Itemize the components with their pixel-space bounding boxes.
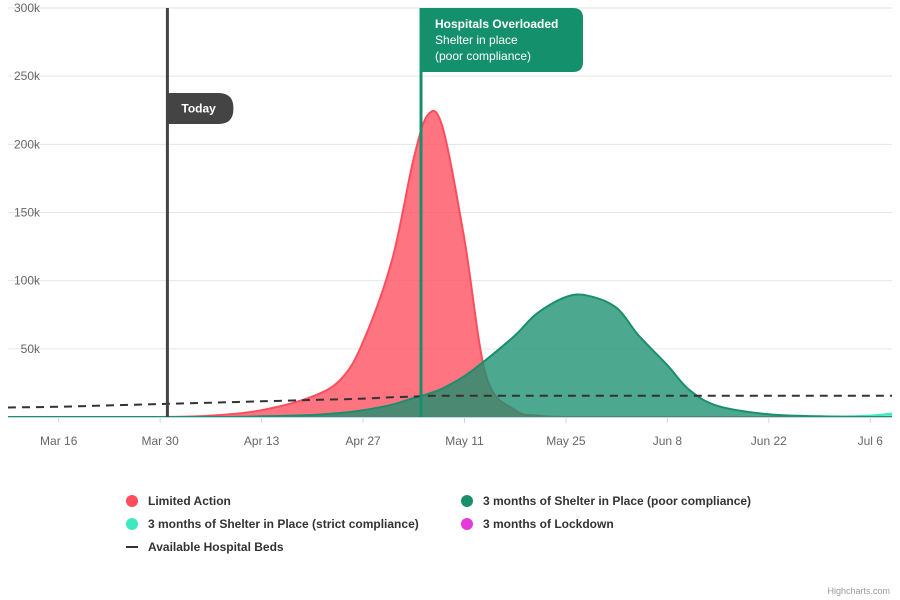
- plot-line-flag: [167, 93, 234, 124]
- legend-symbol: [126, 546, 138, 548]
- series-line-available-hospital-beds: [7, 394, 892, 409]
- legend-label: Limited Action: [148, 494, 231, 508]
- legend-item-hospital-beds[interactable]: Available Hospital Beds: [126, 540, 284, 554]
- y-tick-label: 250k: [14, 69, 41, 83]
- series-layer: [7, 109, 893, 419]
- legend-symbol: [461, 518, 473, 530]
- series-area-3-months-of-shelter-in-place-poor-compliance: [8, 294, 892, 417]
- legend-item-shelter-strict[interactable]: 3 months of Shelter in Place (strict com…: [126, 517, 419, 531]
- plot-line-label: (poor compliance): [435, 49, 531, 63]
- credits-link[interactable]: Highcharts.com: [827, 586, 890, 596]
- plot-line-flag: [421, 8, 584, 72]
- x-tick-label: Mar 30: [141, 434, 179, 448]
- y-tick-label: 100k: [14, 274, 41, 288]
- x-tick-label: Jun 8: [653, 434, 683, 448]
- y-tick-label: 200k: [14, 137, 41, 151]
- legend-label: 3 months of Shelter in Place (poor compl…: [483, 494, 752, 508]
- plot-line-label: Today: [181, 102, 216, 116]
- x-tick-label: Jun 22: [751, 434, 787, 448]
- axes: 50k 100k 150k 200k 250k 300k Mar 16 Mar 30 Apr 1…: [8, 1, 892, 448]
- x-tick-label: Apr 13: [244, 434, 280, 448]
- legend-item-shelter-poor[interactable]: 3 months of Shelter in Place (poor compl…: [461, 494, 751, 508]
- y-tick-label: 50k: [21, 342, 41, 356]
- legend-item-lockdown[interactable]: 3 months of Lockdown: [461, 517, 614, 531]
- legend-symbol: [461, 495, 473, 507]
- y-tick-label: 150k: [14, 206, 41, 220]
- x-tick-label: May 25: [546, 434, 586, 448]
- legend-label: 3 months of Lockdown: [483, 517, 614, 531]
- x-tick-label: May 11: [445, 434, 484, 448]
- y-tick-label: 300k: [14, 1, 41, 15]
- legend-item-limited-action[interactable]: Limited Action: [126, 494, 231, 508]
- plot-line-label: Shelter in place: [435, 33, 518, 47]
- x-tick-label: Mar 16: [40, 434, 78, 448]
- plot-lines: Today Hospitals Overloaded Shelter in plac…: [165, 8, 584, 417]
- legend-label: 3 months of Shelter in Place (strict com…: [148, 517, 419, 531]
- legend-symbol: [126, 518, 138, 530]
- x-tick-label: Apr 27: [345, 434, 381, 448]
- legend-label: Available Hospital Beds: [148, 540, 284, 554]
- legend-symbol: [126, 495, 138, 507]
- plot-line-label: Hospitals Overloaded: [435, 17, 558, 31]
- x-tick-label: Jul 6: [858, 434, 884, 448]
- series-line-3-months-of-shelter-in-place-poor-compliance: [7, 293, 892, 419]
- series-area-limited-action: [8, 110, 892, 418]
